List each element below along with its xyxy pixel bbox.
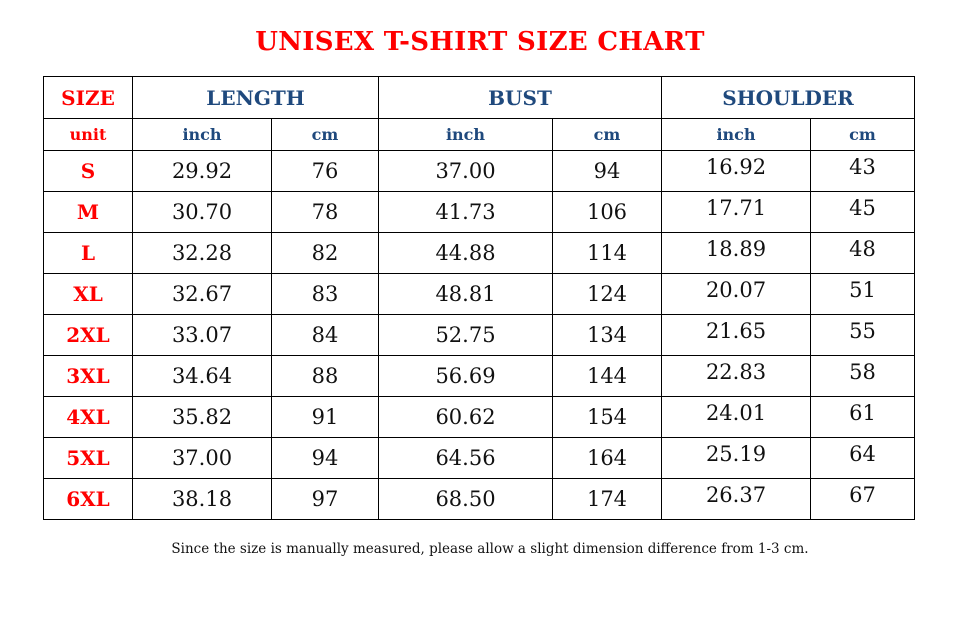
cell-shoulder-cm: 67 (810, 478, 915, 520)
header-length: LENGTH (132, 76, 379, 119)
table-row: 2XL 33.07 84 52.75 134 21.65 55 (43, 314, 915, 356)
cell-bust-in: 56.69 (378, 355, 553, 397)
cell-length-cm: 97 (271, 478, 379, 520)
cell-length-in: 32.28 (132, 232, 272, 274)
cell-bust-in: 60.62 (378, 396, 553, 438)
cell-length-in: 34.64 (132, 355, 272, 397)
cell-bust-cm: 94 (552, 150, 662, 192)
cell-length-in: 30.70 (132, 191, 272, 233)
cell-length-in: 33.07 (132, 314, 272, 356)
cell-shoulder-cm: 48 (810, 232, 915, 274)
table-row: L 32.28 82 44.88 114 18.89 48 (43, 232, 915, 274)
cell-shoulder-in: 25.19 (661, 437, 811, 479)
header-shoulder: SHOULDER (661, 76, 915, 119)
cell-shoulder-cm: 61 (810, 396, 915, 438)
unit-row: unit inch cm inch cm inch cm (43, 118, 915, 151)
cell-shoulder-in: 18.89 (661, 232, 811, 274)
cell-bust-in: 44.88 (378, 232, 553, 274)
cell-bust-cm: 124 (552, 273, 662, 315)
cell-length-in: 38.18 (132, 478, 272, 520)
size-chart-table: SIZE LENGTH BUST SHOULDER unit inch cm i… (43, 76, 915, 520)
cell-length-cm: 83 (271, 273, 379, 315)
cell-shoulder-cm: 45 (810, 191, 915, 233)
cell-bust-cm: 174 (552, 478, 662, 520)
cell-bust-cm: 134 (552, 314, 662, 356)
cell-bust-cm: 154 (552, 396, 662, 438)
cell-size: L (43, 232, 133, 274)
cell-bust-cm: 144 (552, 355, 662, 397)
cell-length-cm: 76 (271, 150, 379, 192)
cell-bust-cm: 164 (552, 437, 662, 479)
unit-inch: inch (132, 118, 272, 151)
table-row: 6XL 38.18 97 68.50 174 26.37 67 (43, 478, 915, 520)
cell-length-in: 32.67 (132, 273, 272, 315)
cell-size: XL (43, 273, 133, 315)
cell-size: 6XL (43, 478, 133, 520)
cell-bust-in: 48.81 (378, 273, 553, 315)
cell-shoulder-in: 17.71 (661, 191, 811, 233)
cell-shoulder-cm: 64 (810, 437, 915, 479)
cell-shoulder-in: 20.07 (661, 273, 811, 315)
cell-length-in: 37.00 (132, 437, 272, 479)
cell-bust-in: 64.56 (378, 437, 553, 479)
header-size: SIZE (43, 76, 133, 119)
cell-bust-cm: 106 (552, 191, 662, 233)
cell-shoulder-in: 21.65 (661, 314, 811, 356)
unit-inch: inch (378, 118, 553, 151)
cell-size: 3XL (43, 355, 133, 397)
cell-length-cm: 78 (271, 191, 379, 233)
cell-size: 5XL (43, 437, 133, 479)
table-row: 5XL 37.00 94 64.56 164 25.19 64 (43, 437, 915, 479)
cell-size: M (43, 191, 133, 233)
cell-bust-in: 52.75 (378, 314, 553, 356)
cell-bust-in: 68.50 (378, 478, 553, 520)
cell-size: 2XL (43, 314, 133, 356)
cell-length-cm: 91 (271, 396, 379, 438)
cell-shoulder-in: 26.37 (661, 478, 811, 520)
cell-length-cm: 82 (271, 232, 379, 274)
cell-bust-in: 37.00 (378, 150, 553, 192)
unit-inch: inch (661, 118, 811, 151)
table-row: XL 32.67 83 48.81 124 20.07 51 (43, 273, 915, 315)
cell-length-in: 35.82 (132, 396, 272, 438)
cell-shoulder-in: 22.83 (661, 355, 811, 397)
cell-shoulder-cm: 58 (810, 355, 915, 397)
cell-bust-cm: 114 (552, 232, 662, 274)
measurement-note: Since the size is manually measured, ple… (171, 541, 809, 557)
cell-shoulder-cm: 43 (810, 150, 915, 192)
header-row: SIZE LENGTH BUST SHOULDER (43, 76, 915, 119)
cell-shoulder-in: 24.01 (661, 396, 811, 438)
table-row: 4XL 35.82 91 60.62 154 24.01 61 (43, 396, 915, 438)
table-row: 3XL 34.64 88 56.69 144 22.83 58 (43, 355, 915, 397)
cell-shoulder-cm: 55 (810, 314, 915, 356)
table-row: M 30.70 78 41.73 106 17.71 45 (43, 191, 915, 233)
unit-cm: cm (271, 118, 379, 151)
cell-size: 4XL (43, 396, 133, 438)
cell-shoulder-cm: 51 (810, 273, 915, 315)
unit-label: unit (43, 118, 133, 151)
cell-length-cm: 84 (271, 314, 379, 356)
cell-shoulder-in: 16.92 (661, 150, 811, 192)
table-row: S 29.92 76 37.00 94 16.92 43 (43, 150, 915, 192)
unit-cm: cm (552, 118, 662, 151)
cell-bust-in: 41.73 (378, 191, 553, 233)
header-bust: BUST (378, 76, 662, 119)
page-title: UNISEX T-SHIRT SIZE CHART (255, 27, 705, 57)
cell-length-cm: 88 (271, 355, 379, 397)
cell-size: S (43, 150, 133, 192)
unit-cm: cm (810, 118, 915, 151)
cell-length-in: 29.92 (132, 150, 272, 192)
cell-length-cm: 94 (271, 437, 379, 479)
